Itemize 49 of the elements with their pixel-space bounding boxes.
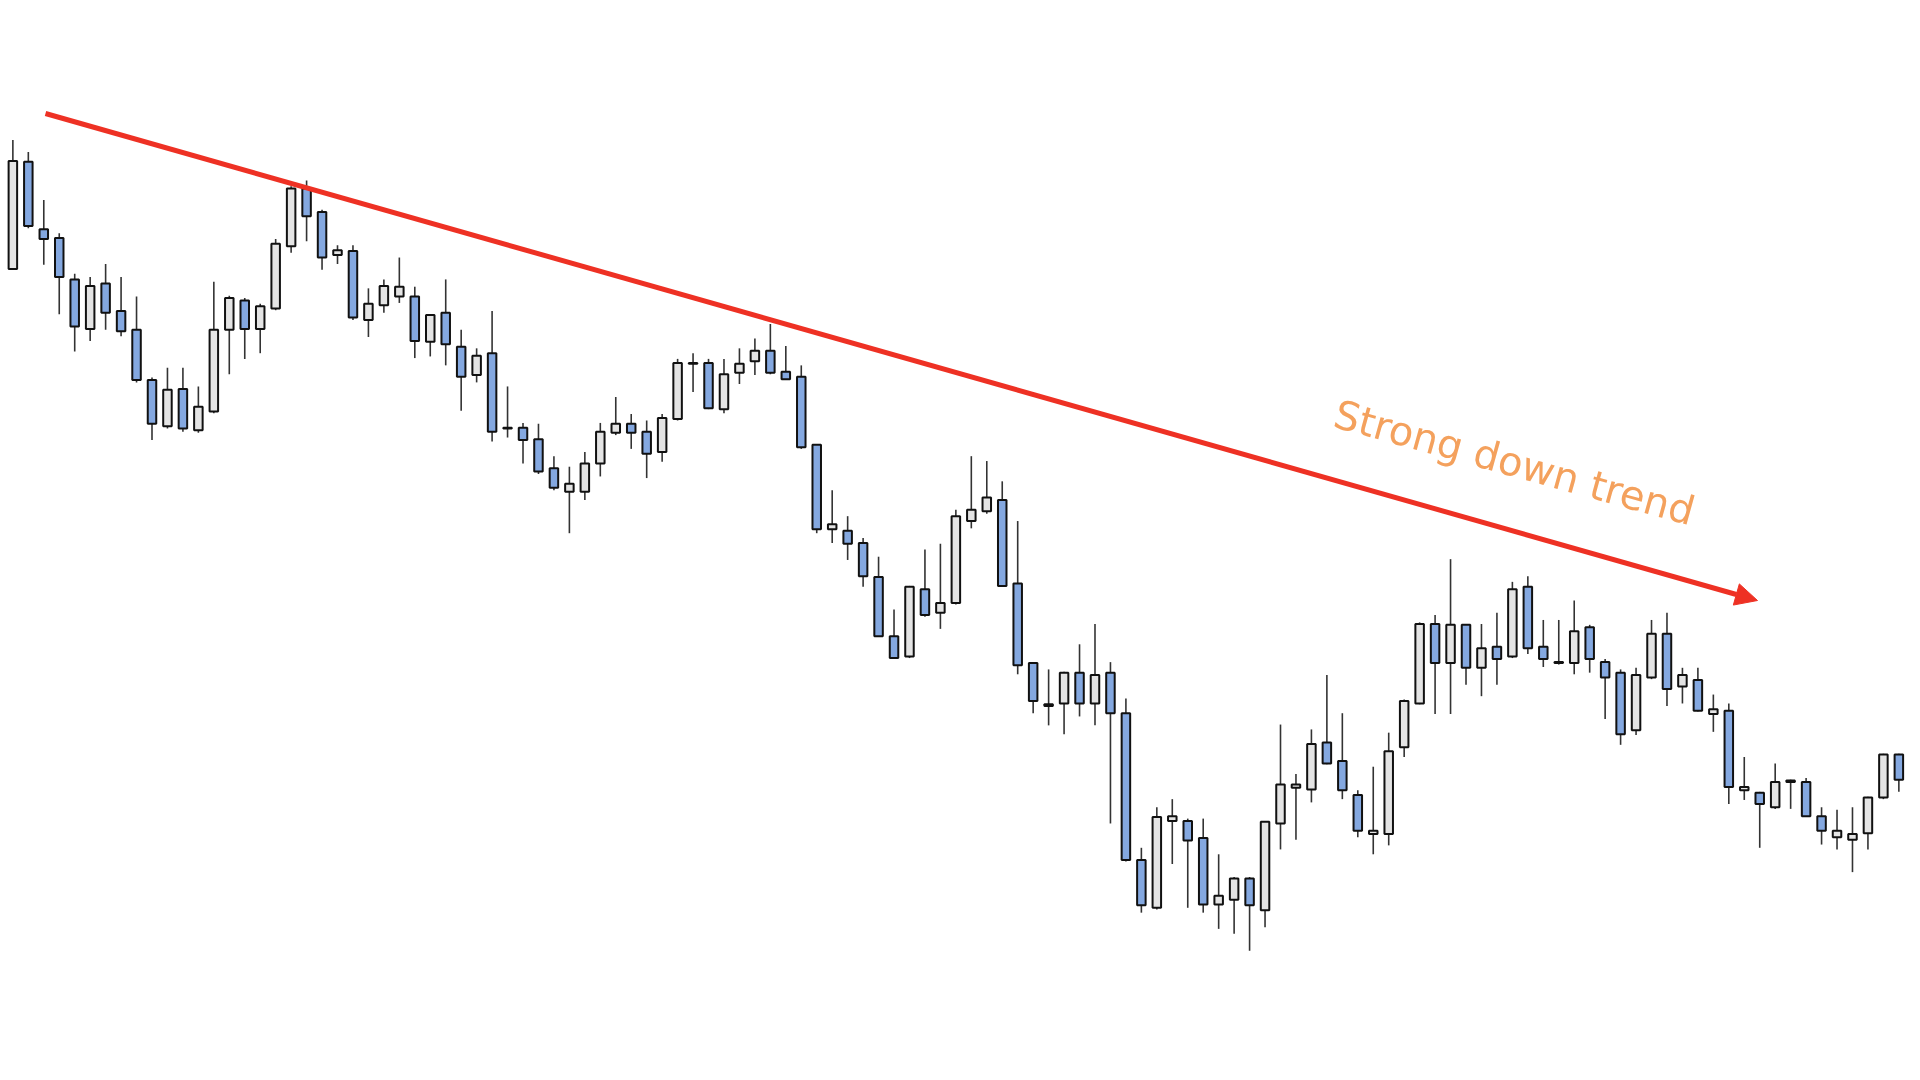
candlestick <box>363 287 374 338</box>
candlestick <box>734 347 745 385</box>
candlestick <box>966 455 977 530</box>
candlestick <box>1476 623 1487 697</box>
candlestick <box>38 199 50 266</box>
annotation: Strong down trend <box>1329 390 1700 535</box>
candlestick <box>394 256 405 304</box>
candlestick <box>765 323 776 376</box>
candlestick <box>625 413 637 450</box>
candlestick <box>1739 756 1750 801</box>
candlestick <box>1538 619 1549 668</box>
candlestick <box>1599 658 1611 720</box>
candlestick <box>1043 668 1054 727</box>
candlestick <box>1816 806 1827 846</box>
candlestick <box>610 396 622 436</box>
candlestick <box>471 347 482 384</box>
candlestick <box>517 422 529 465</box>
candlestick <box>1847 806 1858 873</box>
candlestick <box>502 385 513 439</box>
candlestick <box>254 302 266 354</box>
candlestick <box>1321 674 1333 766</box>
candlestick <box>749 337 761 376</box>
candlestick <box>1553 619 1565 666</box>
candlestick <box>780 345 792 381</box>
candlestick <box>548 455 560 492</box>
candlestick <box>935 542 946 630</box>
candlestick <box>1368 765 1379 856</box>
candlestick <box>842 515 853 561</box>
candlestick <box>687 352 699 393</box>
candlestick <box>1754 791 1765 849</box>
candlestick <box>115 276 127 337</box>
candlestick <box>1167 798 1178 865</box>
candlestick <box>888 608 900 660</box>
candlestick <box>378 278 390 314</box>
candlestick <box>564 465 575 534</box>
candlestick <box>332 244 343 265</box>
candlestick <box>1213 853 1224 930</box>
candlestick <box>1290 773 1302 841</box>
candlestick <box>826 489 838 544</box>
candlestick <box>981 460 993 515</box>
candlestick <box>1491 611 1503 686</box>
candlestick <box>1182 817 1193 909</box>
candlestick <box>193 385 204 434</box>
candlestick <box>1228 876 1240 935</box>
candlestick <box>1785 778 1796 810</box>
candlestick <box>1708 693 1719 733</box>
candlestick <box>1831 808 1843 851</box>
candlestick <box>1677 667 1688 705</box>
candlestick <box>641 419 652 479</box>
